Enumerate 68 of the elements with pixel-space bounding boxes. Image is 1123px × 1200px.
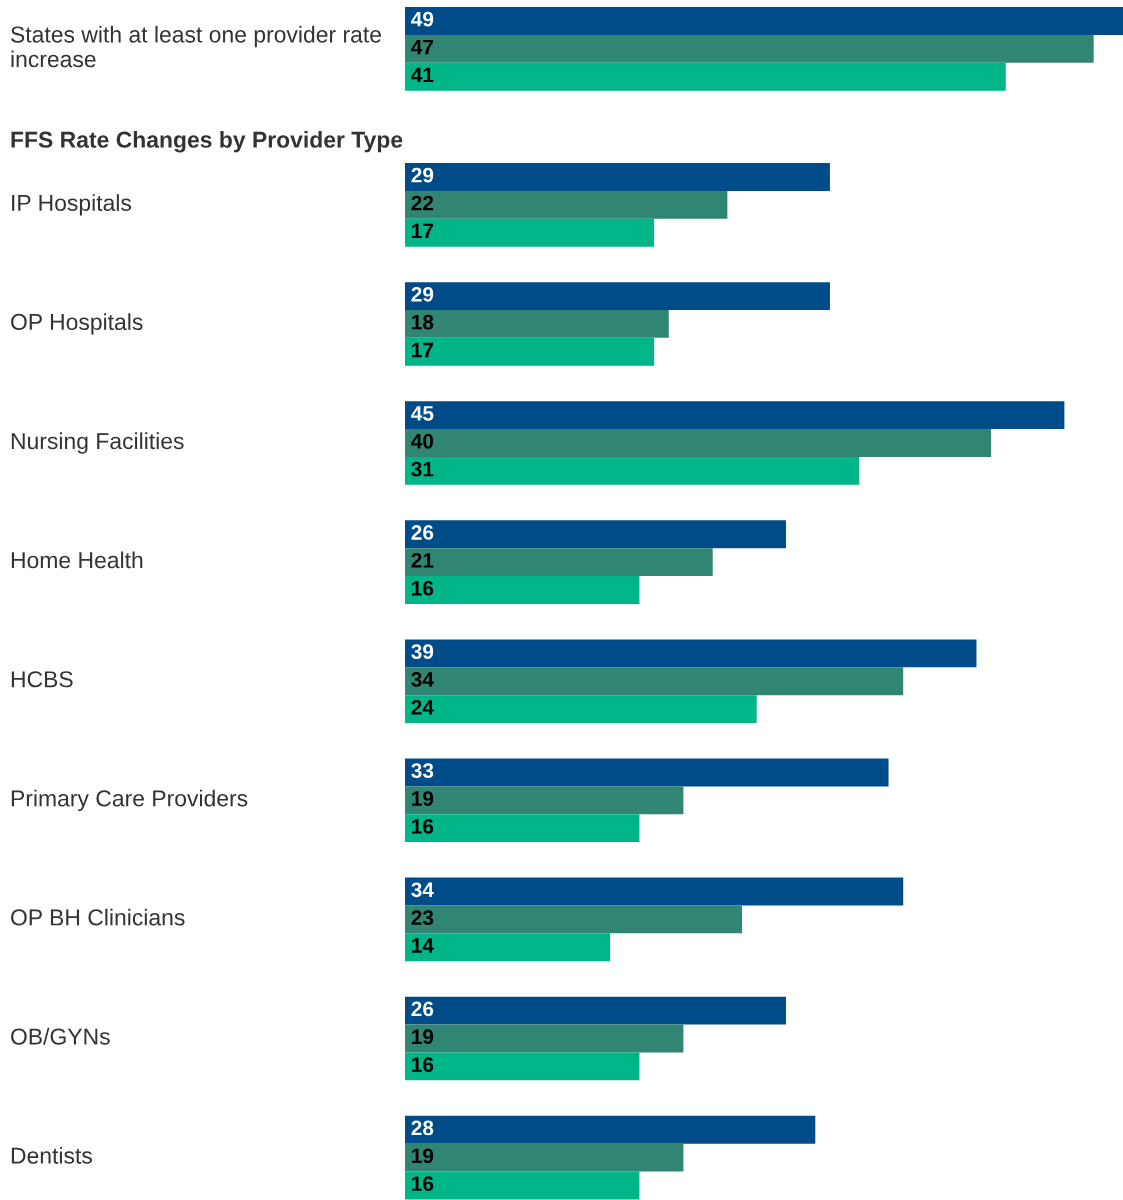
bar bbox=[405, 282, 830, 310]
bar bbox=[405, 310, 669, 338]
data-label: 23 bbox=[411, 910, 434, 926]
bar bbox=[405, 1052, 640, 1081]
y-tick-label: States with at least one provider rate increase bbox=[11, 25, 381, 68]
y-tick-label: Nursing Facilities bbox=[11, 432, 184, 454]
bar bbox=[405, 814, 640, 843]
y-tick-label: OP Hospitals bbox=[11, 313, 143, 335]
bar bbox=[405, 639, 977, 668]
y-tick-label: Primary Care Providers bbox=[11, 789, 248, 811]
bar bbox=[405, 695, 757, 724]
text: FFS Rate Changes by Provider Type bbox=[11, 130, 403, 153]
bar bbox=[405, 758, 889, 787]
bar bbox=[405, 163, 830, 191]
data-label: 34 bbox=[411, 882, 434, 898]
data-label: 19 bbox=[412, 1148, 434, 1164]
bar bbox=[405, 401, 1065, 430]
bar bbox=[405, 1171, 640, 1200]
bar bbox=[405, 786, 684, 815]
bar bbox=[405, 877, 904, 906]
bar bbox=[405, 218, 655, 247]
bar bbox=[405, 548, 713, 577]
data-label: 16 bbox=[412, 819, 434, 834]
bar bbox=[405, 429, 992, 457]
data-label: 47 bbox=[411, 39, 434, 55]
data-label: 14 bbox=[412, 938, 434, 953]
data-label: 33 bbox=[411, 763, 434, 779]
bar bbox=[405, 337, 655, 366]
data-label: 29 bbox=[411, 167, 434, 183]
bar bbox=[405, 905, 743, 934]
data-label: 22 bbox=[411, 195, 434, 211]
data-label: 17 bbox=[412, 223, 434, 239]
data-label: 34 bbox=[411, 672, 434, 687]
data-label: 26 bbox=[411, 1001, 434, 1017]
data-label: 29 bbox=[411, 286, 434, 302]
bar bbox=[405, 520, 786, 549]
data-label: 26 bbox=[411, 525, 434, 540]
y-tick-label: IP Hospitals bbox=[12, 194, 132, 216]
bar bbox=[405, 456, 860, 485]
bar bbox=[405, 1143, 684, 1172]
bar bbox=[405, 996, 786, 1025]
data-label: 49 bbox=[411, 11, 434, 27]
y-tick-label: OP BH Clinicians bbox=[11, 908, 185, 926]
y-tick-label: OB/GYNs bbox=[11, 1027, 110, 1045]
bar bbox=[405, 576, 640, 604]
data-label: 17 bbox=[412, 342, 434, 358]
data-label: 31 bbox=[411, 461, 434, 477]
bar bbox=[405, 933, 611, 962]
data-label: 19 bbox=[412, 1029, 434, 1045]
data-label: 16 bbox=[412, 1176, 434, 1192]
y-tick-label: HCBS bbox=[11, 671, 73, 688]
data-label: 24 bbox=[411, 699, 434, 715]
y-tick-label: Dentists bbox=[11, 1146, 92, 1164]
bar bbox=[405, 667, 904, 696]
data-label: 18 bbox=[412, 314, 434, 330]
data-label: 16 bbox=[412, 1057, 434, 1072]
data-label: 19 bbox=[412, 791, 434, 806]
y-tick-label: Home Health bbox=[11, 551, 143, 569]
bar bbox=[405, 1115, 816, 1144]
data-label: 16 bbox=[412, 580, 434, 596]
data-label: 41 bbox=[411, 67, 434, 83]
data-label: 39 bbox=[411, 644, 434, 659]
data-label: 45 bbox=[411, 406, 434, 421]
data-label: 28 bbox=[411, 1120, 434, 1136]
bar bbox=[405, 1024, 684, 1053]
data-label: 40 bbox=[411, 433, 434, 449]
data-label: 21 bbox=[411, 552, 434, 568]
bar bbox=[405, 190, 728, 219]
